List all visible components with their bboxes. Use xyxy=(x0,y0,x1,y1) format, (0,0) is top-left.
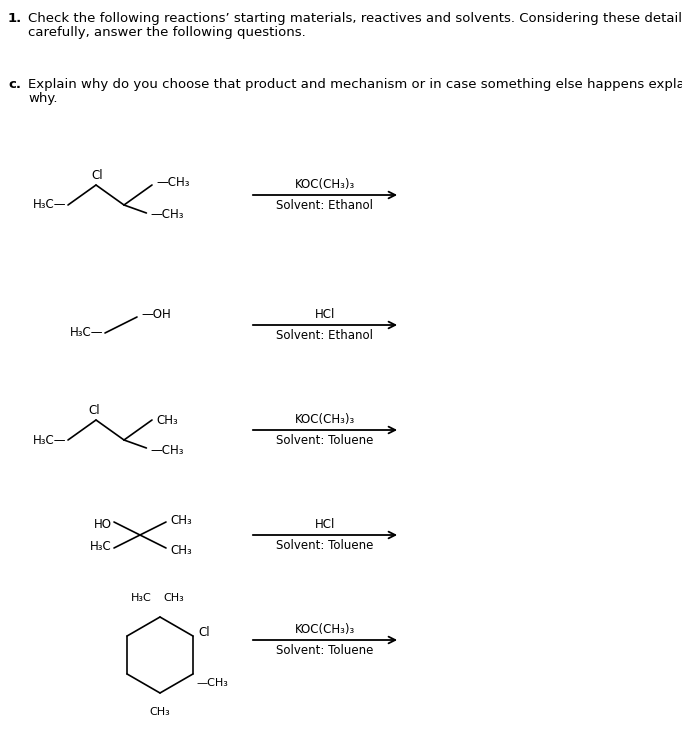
Text: CH₃: CH₃ xyxy=(149,707,170,717)
Text: Cl: Cl xyxy=(198,625,209,639)
Text: H₃C—: H₃C— xyxy=(33,198,66,212)
Text: —CH₃: —CH₃ xyxy=(197,678,228,688)
Text: Cl: Cl xyxy=(88,404,100,417)
Text: Solvent: Toluene: Solvent: Toluene xyxy=(276,539,374,552)
Text: c.: c. xyxy=(8,78,21,91)
Text: CH₃: CH₃ xyxy=(156,414,178,426)
Text: Solvent: Ethanol: Solvent: Ethanol xyxy=(276,329,374,342)
Text: Solvent: Toluene: Solvent: Toluene xyxy=(276,644,374,657)
Text: Solvent: Toluene: Solvent: Toluene xyxy=(276,434,374,447)
Text: H₃C—: H₃C— xyxy=(33,434,66,446)
Text: H₃C: H₃C xyxy=(131,593,152,603)
Text: Solvent: Ethanol: Solvent: Ethanol xyxy=(276,199,374,212)
Text: Explain why do you choose that product and mechanism or in case something else h: Explain why do you choose that product a… xyxy=(28,78,682,91)
Text: KOC(CH₃)₃: KOC(CH₃)₃ xyxy=(295,413,355,426)
Text: —CH₃: —CH₃ xyxy=(151,443,184,457)
Text: HO: HO xyxy=(94,517,112,531)
Text: —CH₃: —CH₃ xyxy=(151,209,184,221)
Text: carefully, answer the following questions.: carefully, answer the following question… xyxy=(28,26,306,39)
Text: 1.: 1. xyxy=(8,12,23,25)
Text: —OH: —OH xyxy=(141,309,170,321)
Text: —CH₃: —CH₃ xyxy=(156,177,190,189)
Text: KOC(CH₃)₃: KOC(CH₃)₃ xyxy=(295,623,355,636)
Text: H₃C—: H₃C— xyxy=(70,326,103,340)
Text: Cl: Cl xyxy=(91,169,103,182)
Text: KOC(CH₃)₃: KOC(CH₃)₃ xyxy=(295,178,355,191)
Text: why.: why. xyxy=(28,92,57,105)
Text: H₃C: H₃C xyxy=(90,539,112,553)
Text: CH₃: CH₃ xyxy=(170,514,192,526)
Text: HCl: HCl xyxy=(315,308,335,321)
Text: HCl: HCl xyxy=(315,518,335,531)
Text: CH₃: CH₃ xyxy=(170,543,192,556)
Text: CH₃: CH₃ xyxy=(163,593,183,603)
Text: Check the following reactions’ starting materials, reactives and solvents. Consi: Check the following reactions’ starting … xyxy=(28,12,682,25)
